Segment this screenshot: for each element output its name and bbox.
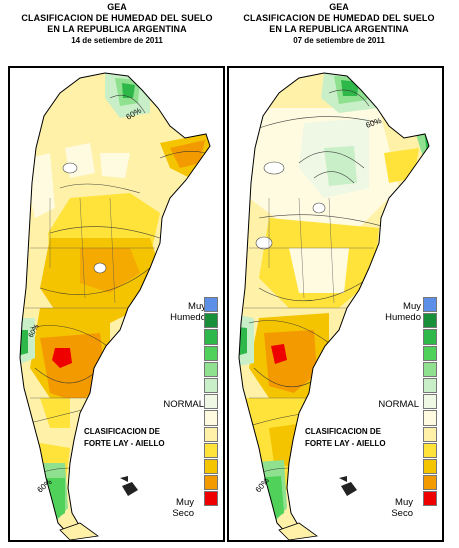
scale-swatch	[204, 458, 218, 475]
very-wet-line2: Humedo	[170, 312, 206, 323]
scale-swatch	[204, 297, 218, 313]
map-title-line1: CLASIFICACION DE HUMEDAD DEL SUELO	[21, 13, 213, 23]
scale-swatch	[423, 475, 437, 491]
scale-swatch	[423, 491, 437, 507]
normal-label: NORMAL	[378, 399, 419, 410]
very-wet-line2: Humedo	[385, 312, 421, 323]
scale-swatch	[423, 329, 437, 345]
map-title-line1: CLASIFICACION DE HUMEDAD DEL SUELO	[243, 13, 435, 23]
moisture-color-scale	[204, 297, 218, 507]
scale-swatch	[204, 491, 218, 507]
scale-swatch	[423, 442, 437, 458]
scale-swatch	[423, 426, 437, 442]
very-dry-label: Muy Seco	[369, 497, 413, 519]
scale-swatch	[423, 458, 437, 475]
scale-swatch	[204, 329, 218, 345]
scale-swatch	[423, 297, 437, 313]
very-dry-line2: Seco	[391, 508, 413, 519]
classification-line1: CLASIFICACION DE	[84, 427, 160, 436]
map-date: 07 de setiembre de 2011	[293, 36, 385, 45]
very-wet-label: Muy Humedo	[154, 301, 206, 323]
left-soil-moisture-map: 60% 60% 60% Muy Humedo NORMAL CLASIFICAC…	[8, 66, 225, 542]
scale-swatch	[204, 345, 218, 361]
scale-swatch	[423, 313, 437, 329]
scale-swatch	[423, 377, 437, 394]
org-label: GEA	[329, 2, 349, 12]
scale-swatch	[204, 313, 218, 329]
classification-label: CLASIFICACION DE FORTE LAY - AIELLO	[305, 426, 405, 450]
argentina-map-right: 60% 60%	[238, 72, 430, 540]
scale-swatch	[204, 426, 218, 442]
argentina-map-left: 60% 60% 60%	[19, 72, 211, 540]
moisture-color-scale	[423, 297, 437, 507]
scale-swatch	[204, 475, 218, 491]
classification-line1: CLASIFICACION DE	[305, 427, 381, 436]
classification-line2: FORTE LAY - AIELLO	[84, 439, 165, 448]
normal-label: NORMAL	[163, 399, 204, 410]
right-map-header: GEA CLASIFICACION DE HUMEDAD DEL SUELO E…	[228, 2, 450, 47]
very-dry-line2: Seco	[172, 508, 194, 519]
scale-swatch	[204, 410, 218, 426]
scale-swatch	[423, 345, 437, 361]
very-wet-line1: Muy	[403, 301, 421, 312]
scale-swatch	[423, 410, 437, 426]
very-wet-label: Muy Humedo	[369, 301, 421, 323]
classification-line2: FORTE LAY - AIELLO	[305, 439, 386, 448]
map-title-line2: EN LA REPUBLICA ARGENTINA	[47, 24, 187, 34]
very-dry-line1: Muy	[176, 497, 194, 508]
scale-swatch	[423, 394, 437, 410]
scale-swatch	[204, 442, 218, 458]
map-title-line2: EN LA REPUBLICA ARGENTINA	[269, 24, 409, 34]
org-label: GEA	[107, 2, 127, 12]
classification-label: CLASIFICACION DE FORTE LAY - AIELLO	[84, 426, 184, 450]
very-dry-label: Muy Seco	[154, 497, 194, 519]
scale-swatch	[204, 361, 218, 377]
map-date: 14 de setiembre de 2011	[71, 36, 163, 45]
scale-swatch	[204, 394, 218, 410]
scale-swatch	[423, 361, 437, 377]
scale-swatch	[204, 377, 218, 394]
very-wet-line1: Muy	[188, 301, 206, 312]
left-map-header: GEA CLASIFICACION DE HUMEDAD DEL SUELO E…	[6, 2, 228, 47]
right-soil-moisture-map: 60% 60% Muy Humedo NORMAL CLASIFICACION …	[227, 66, 444, 542]
very-dry-line1: Muy	[395, 497, 413, 508]
